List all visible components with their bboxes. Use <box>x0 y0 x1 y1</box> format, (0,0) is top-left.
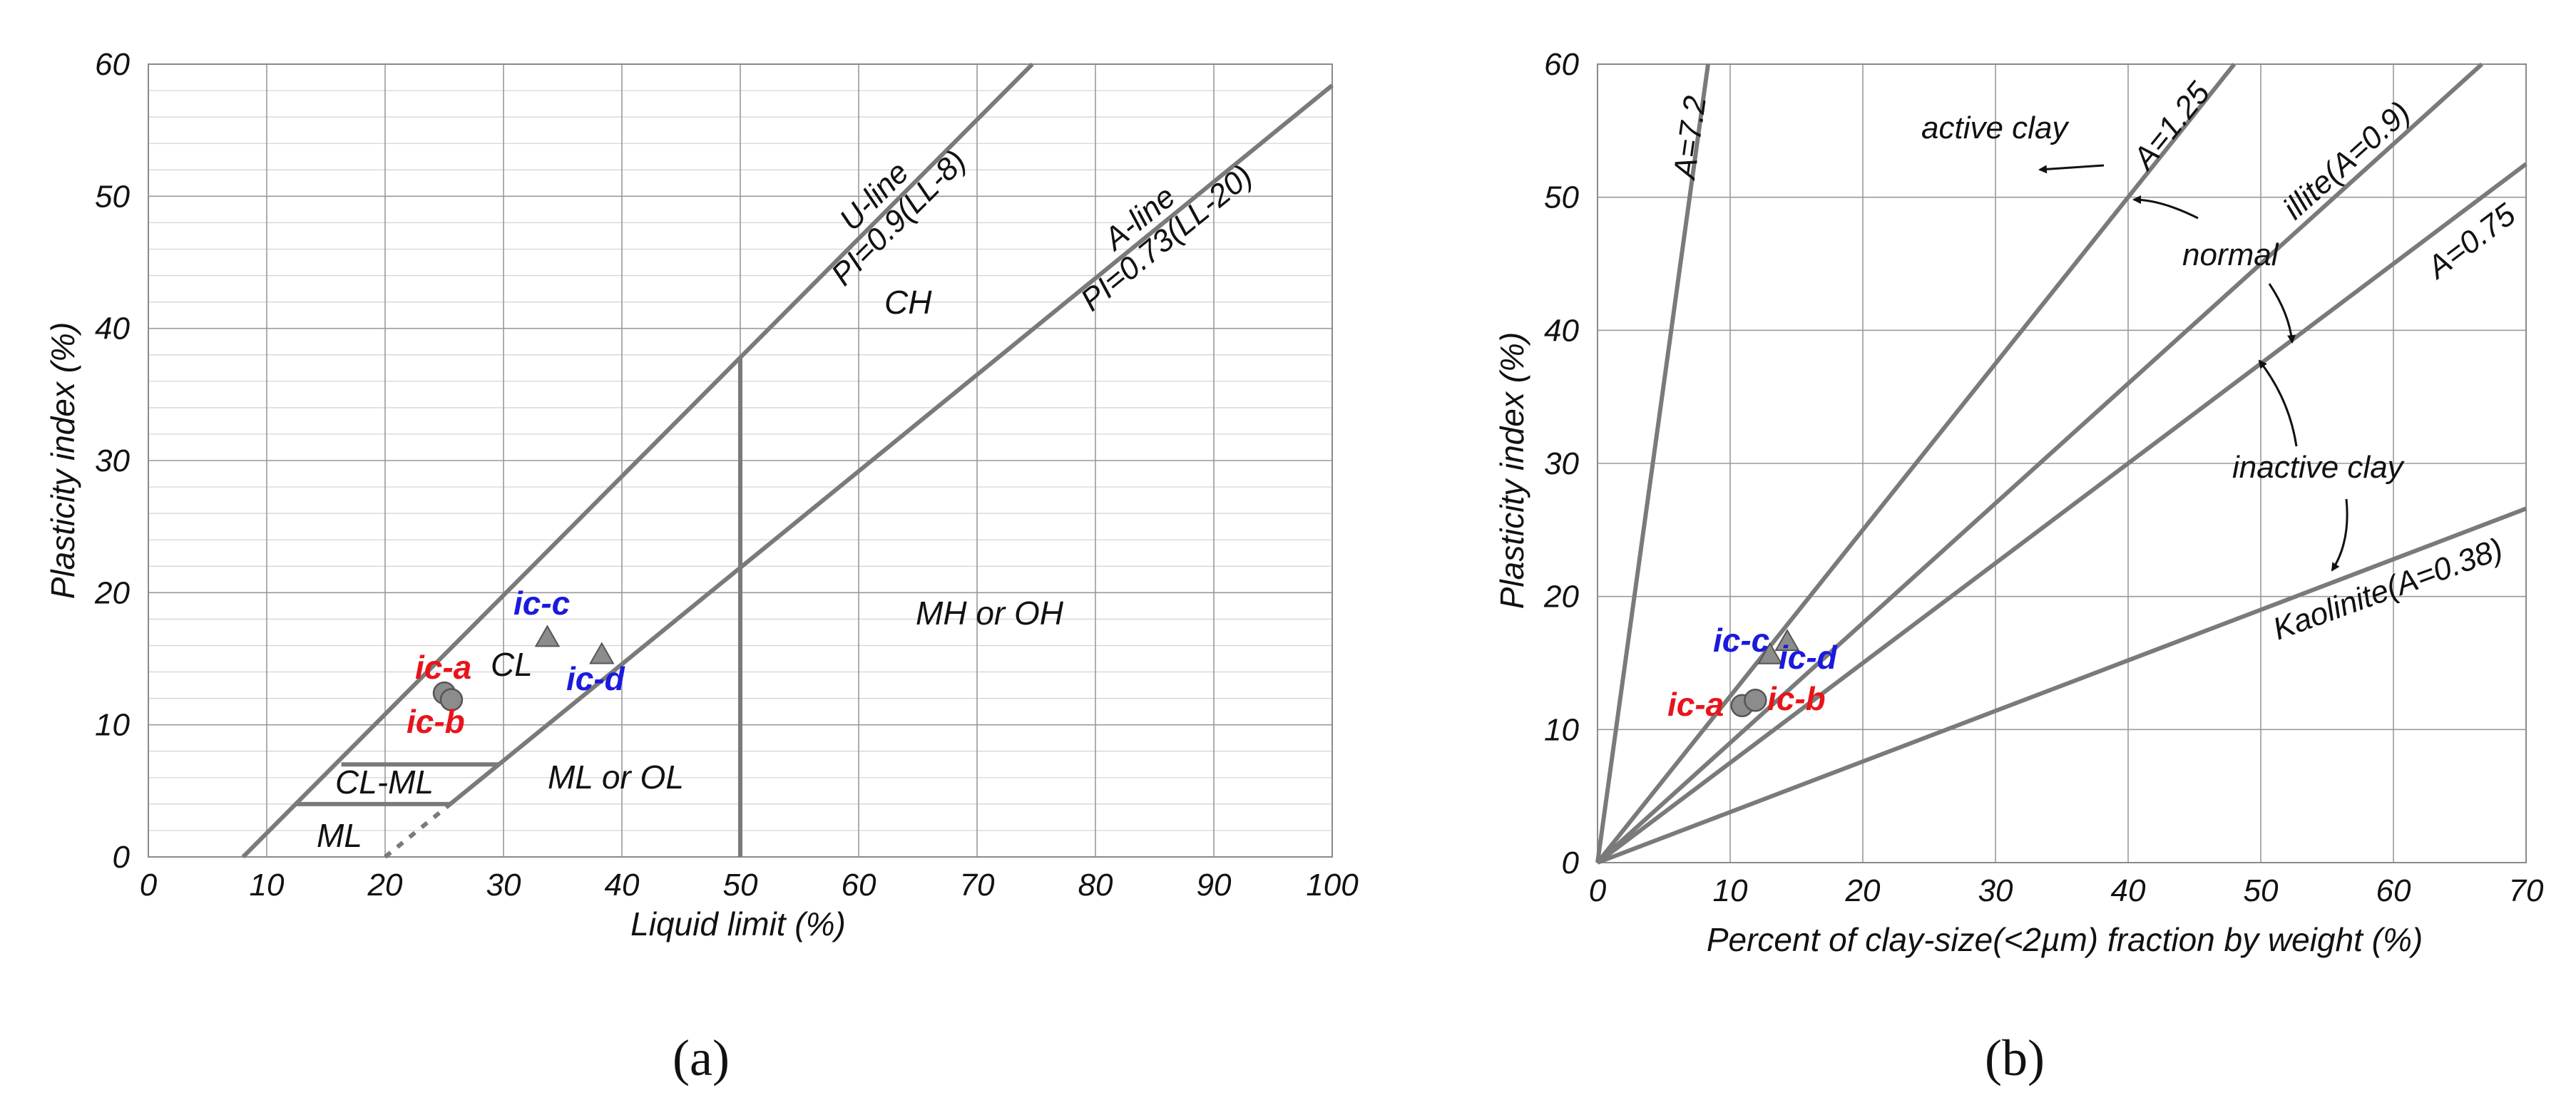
chart-b-ticks: 0 10 20 30 40 50 60 70 0 10 20 30 40 50 60 <box>1543 47 2544 908</box>
point-label-ic-b-b: ic-b <box>1767 680 1826 717</box>
annotation-active-clay: active clay <box>1921 111 2070 145</box>
series-line-4 <box>1596 506 2528 865</box>
line-label-kaolinite: Kaolinite(A=0.38) <box>2269 531 2508 647</box>
series-line-1 <box>449 83 1334 806</box>
y-tick-label: 20 <box>94 575 130 610</box>
y-tick-label: 10 <box>95 708 130 743</box>
chart-a-points <box>432 625 615 711</box>
series-line-2 <box>1595 62 2484 865</box>
chart-a-lines <box>241 62 1334 859</box>
y-tick-label: 50 <box>95 179 130 214</box>
y-tick-label: 30 <box>1544 446 1579 481</box>
point-label-ic-c: ic-c <box>513 585 570 622</box>
line-label-a075: A=0.75 <box>2419 197 2523 287</box>
arrow-normal-lower <box>2268 283 2296 344</box>
series-line-0 <box>1595 63 1710 863</box>
panel-label-a: (a) <box>673 1029 730 1086</box>
x-tick-label: 40 <box>2111 873 2146 908</box>
zone-ml-ol: ML or OL <box>548 759 684 796</box>
x-tick-label: 20 <box>1845 873 1881 908</box>
arrow-normal-upper <box>2132 195 2199 220</box>
y-tick-label: 0 <box>113 840 131 875</box>
x-tick-label: 70 <box>2509 873 2544 908</box>
zone-cl-ml: CL-ML <box>335 764 434 801</box>
y-tick-label: 60 <box>1544 47 1579 82</box>
zone-ch: CH <box>884 284 932 321</box>
point-label-ic-d: ic-d <box>566 660 625 697</box>
x-tick-label: 10 <box>1713 873 1748 908</box>
chart-b-lines <box>1595 62 2528 865</box>
y-axis-title-a: Plasticity index (%) <box>44 322 81 600</box>
x-tick-label: 10 <box>250 868 285 903</box>
x-axis-title-a: Liquid limit (%) <box>630 905 846 942</box>
line-label-a125: A=1.25 <box>2125 76 2217 178</box>
line-label-a72: A=7.2 <box>1667 93 1713 183</box>
x-tick-label: 70 <box>960 868 995 903</box>
x-tick-label: 60 <box>2376 873 2411 908</box>
point-ic-c <box>534 625 561 647</box>
y-tick-label: 20 <box>1543 580 1579 615</box>
y-tick-label: 0 <box>1562 846 1580 880</box>
panel-label-b: (b) <box>1985 1029 2045 1086</box>
plot-frame <box>1597 63 2527 863</box>
x-tick-label: 20 <box>367 868 403 903</box>
x-tick-label: 80 <box>1078 868 1113 903</box>
x-tick-label: 50 <box>2244 873 2279 908</box>
chart-b-points <box>1730 629 1800 717</box>
x-tick-label: 90 <box>1197 868 1232 903</box>
y-tick-label: 50 <box>1544 180 1579 215</box>
y-tick-label: 40 <box>95 312 130 346</box>
x-tick-label: 30 <box>486 868 521 903</box>
point-ic-d <box>1774 629 1800 652</box>
arrow-inactive-upper <box>2258 359 2298 447</box>
x-axis-title-b: Percent of clay-size(<2µm) fraction by w… <box>1707 921 2423 958</box>
point-ic-d <box>589 642 615 664</box>
point-label-ic-a: ic-a <box>415 649 471 686</box>
annotation-inactive-clay: inactive clay <box>2232 450 2406 485</box>
y-tick-label: 60 <box>95 47 130 82</box>
series-line-3 <box>1596 162 2528 865</box>
x-tick-label: 50 <box>723 868 758 903</box>
x-tick-label: 40 <box>605 868 640 903</box>
annotation-normal: normal <box>2182 237 2279 272</box>
series-line-0 <box>241 62 1034 859</box>
zone-mh-oh: MH or OH <box>916 595 1064 632</box>
point-ic-b <box>1744 689 1767 712</box>
point-label-ic-c-b: ic-c <box>1713 622 1769 659</box>
y-tick-label: 40 <box>1544 313 1579 348</box>
line-label-illite: illite(A=0.9) <box>2276 95 2417 227</box>
chart-b: 0 10 20 30 40 50 60 70 0 10 20 30 40 50 60 A=7.2 A=1.2… <box>1493 47 2544 1086</box>
y-tick-label: 30 <box>95 443 130 478</box>
point-label-ic-b: ic-b <box>407 703 465 740</box>
point-ic-b <box>439 688 464 711</box>
chart-a-ticks: 0 10 20 30 40 50 60 70 80 90 100 0 10 20 30 40 50 60 <box>94 47 1359 903</box>
arrow-inactive-lower <box>2331 498 2348 572</box>
chart-b-grid <box>1597 63 2527 863</box>
point-label-ic-d-b: ic-d <box>1779 639 1838 676</box>
point-ic-c <box>1757 642 1783 664</box>
annotation-arrows <box>2038 164 2348 572</box>
y-tick-label: 10 <box>1544 712 1579 747</box>
x-tick-label: 0 <box>1589 873 1607 908</box>
x-tick-label: 0 <box>140 868 158 903</box>
y-axis-title-b: Plasticity index (%) <box>1493 332 1530 610</box>
zone-ml: ML <box>317 817 362 854</box>
x-tick-label: 30 <box>1978 873 2013 908</box>
x-tick-label: 100 <box>1306 868 1359 903</box>
series-line-1 <box>1595 63 2237 864</box>
point-label-ic-a-b: ic-a <box>1667 686 1724 723</box>
a-line-equation: PI=0.73(LL-20) <box>1074 158 1259 318</box>
x-tick-label: 60 <box>842 868 876 903</box>
zone-cl: CL <box>491 646 533 683</box>
arrow-active-clay <box>2038 164 2105 174</box>
